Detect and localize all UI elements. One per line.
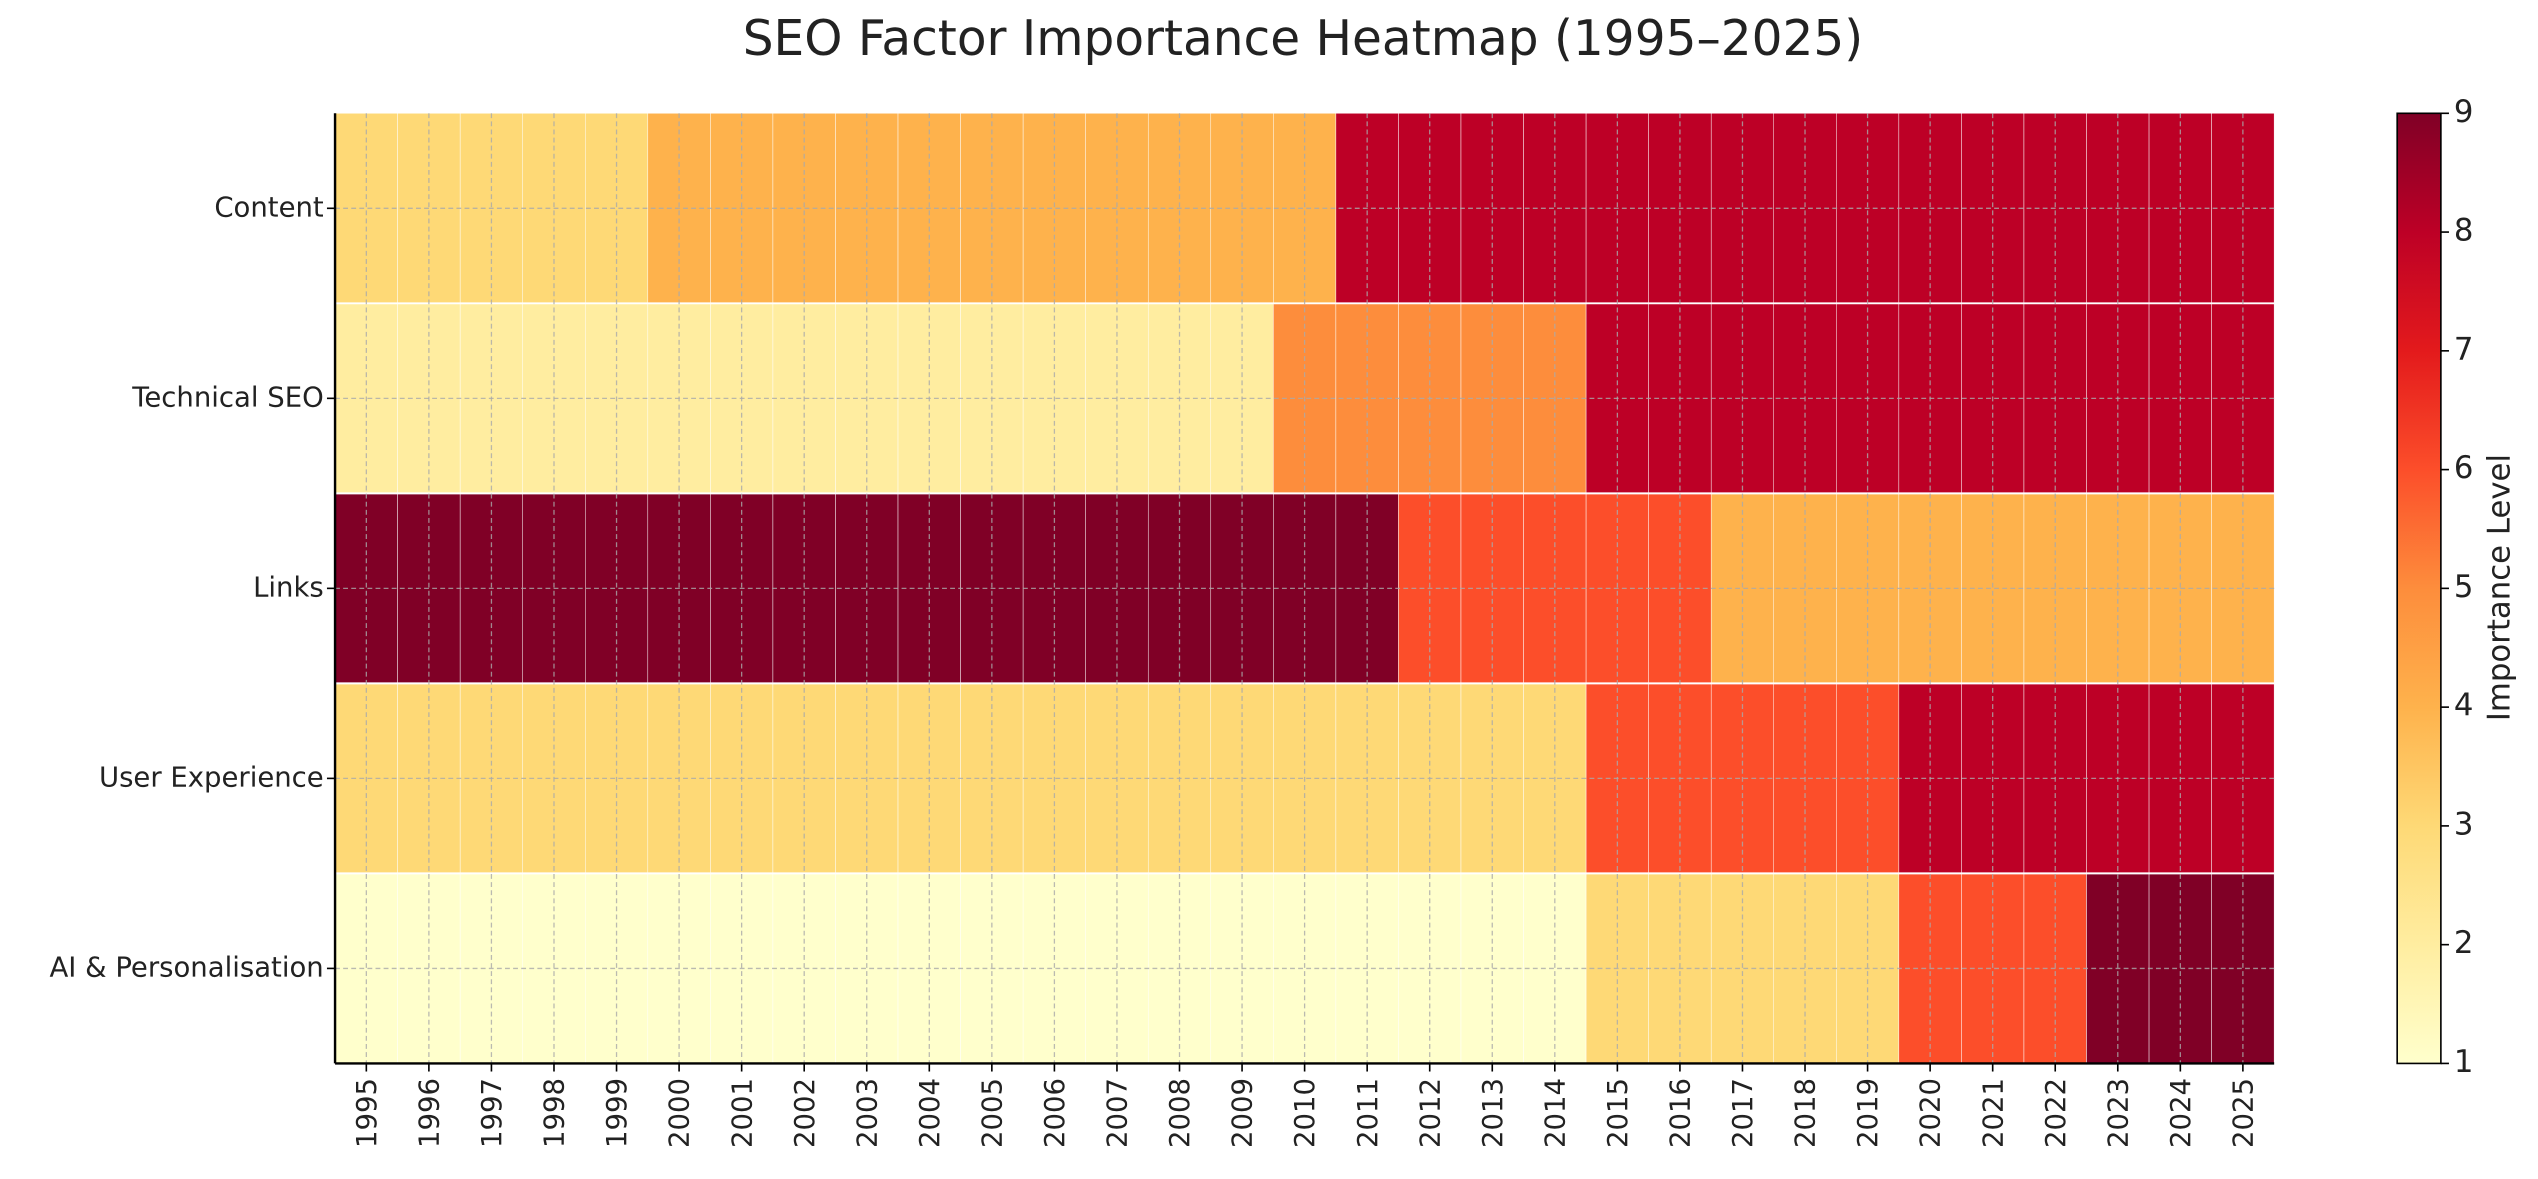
x-tick-label: 2014 xyxy=(1539,1078,1571,1148)
x-tick-label: 2006 xyxy=(1039,1078,1071,1148)
x-tick-label: 2011 xyxy=(1352,1078,1384,1148)
colorbar-tick-label: 4 xyxy=(2454,688,2474,724)
colorbar-label: Importance Level xyxy=(2481,454,2517,721)
colorbar-tick-label: 2 xyxy=(2454,925,2474,961)
colorbar-tick-label: 7 xyxy=(2454,331,2474,367)
x-tick-label: 2018 xyxy=(1790,1078,1822,1148)
colorbar-tick-label: 3 xyxy=(2454,806,2474,842)
x-tick-label: 1998 xyxy=(539,1078,571,1148)
x-tick-label: 1996 xyxy=(414,1078,446,1148)
x-tick-label: 2010 xyxy=(1289,1078,1321,1148)
x-tick-label: 2025 xyxy=(2228,1078,2260,1148)
colorbar-tick-label: 1 xyxy=(2454,1044,2474,1080)
x-tick-label: 2023 xyxy=(2102,1078,2134,1148)
x-tick-label: 1997 xyxy=(476,1078,508,1148)
x-tick-label: 2012 xyxy=(1414,1078,1446,1148)
x-tick-label: 2021 xyxy=(1977,1078,2009,1148)
y-tick-label: Content xyxy=(214,191,324,223)
chart-title: SEO Factor Importance Heatmap (1995–2025… xyxy=(743,11,1864,67)
colorbar-tick-label: 5 xyxy=(2454,569,2474,605)
colorbar-tick-label: 9 xyxy=(2454,94,2474,130)
x-tick-label: 2000 xyxy=(664,1078,696,1148)
y-tick-label: Links xyxy=(253,571,324,603)
x-tick-label: 2008 xyxy=(1164,1078,1196,1148)
colorbar xyxy=(2396,112,2442,1065)
colorbar-tick-label: 8 xyxy=(2454,213,2474,249)
x-tick-label: 2022 xyxy=(2040,1078,2072,1148)
colorbar-tick-label: 6 xyxy=(2454,450,2474,486)
x-tick-label: 2001 xyxy=(726,1078,758,1148)
x-tick-label: 1999 xyxy=(601,1078,633,1148)
y-tick-label: User Experience xyxy=(99,761,324,793)
x-tick-label: 2013 xyxy=(1477,1078,1509,1148)
x-tick-label: 2019 xyxy=(1852,1078,1884,1148)
y-tick-label: Technical SEO xyxy=(131,381,324,413)
x-tick-label: 2002 xyxy=(789,1078,821,1148)
x-tick-label: 2015 xyxy=(1602,1078,1634,1148)
x-tick-label: 2017 xyxy=(1727,1078,1759,1148)
x-tick-label: 1995 xyxy=(351,1078,383,1148)
x-tick-label: 2009 xyxy=(1227,1078,1259,1148)
x-tick-label: 2003 xyxy=(851,1078,883,1148)
x-tick-label: 2024 xyxy=(2165,1078,2197,1148)
y-tick-label: AI & Personalisation xyxy=(49,951,323,983)
x-tick-label: 2020 xyxy=(1915,1078,1947,1148)
x-tick-label: 2004 xyxy=(914,1078,946,1148)
x-tick-label: 2016 xyxy=(1665,1078,1697,1148)
x-tick-label: 2007 xyxy=(1102,1078,1134,1148)
x-tick-label: 2005 xyxy=(976,1078,1008,1148)
